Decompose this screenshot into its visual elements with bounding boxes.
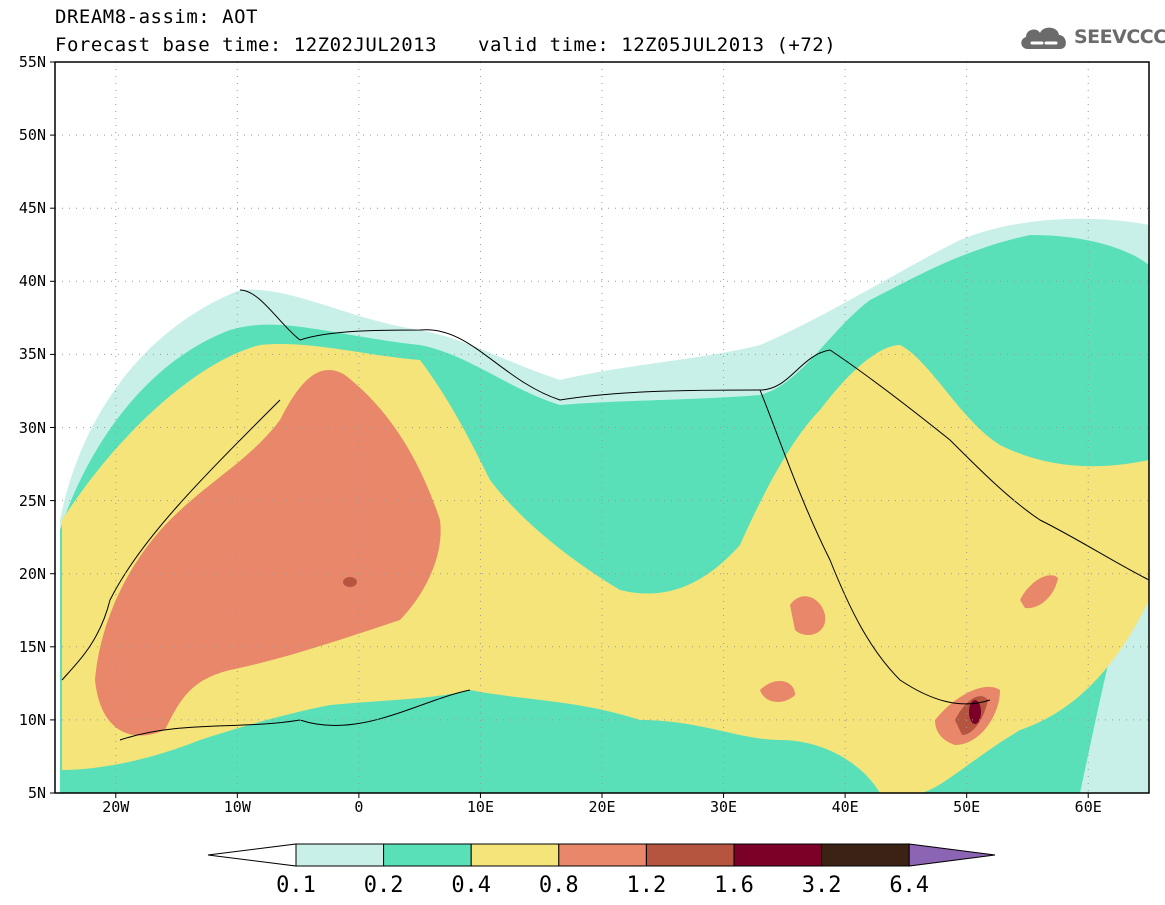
lat-tick-label: 20N xyxy=(18,564,46,583)
lat-tick-label: 30N xyxy=(18,418,46,437)
colorbar-swatch xyxy=(295,843,385,867)
colorbar-label: 0.2 xyxy=(363,873,404,898)
aot-band-0.8 xyxy=(95,370,441,736)
lon-tick-label: 0 xyxy=(354,798,364,816)
colorbar-swatch xyxy=(821,843,910,867)
colorbar-swatch xyxy=(383,843,472,867)
colorbar-label: 0.4 xyxy=(451,873,492,898)
colorbar-swatch xyxy=(733,843,823,867)
lat-tick-label: 15N xyxy=(18,637,46,656)
colorbar-max-arrow xyxy=(908,843,996,867)
colorbar-swatch xyxy=(470,843,560,867)
aot-band-0.8 xyxy=(760,680,795,702)
chart-title: DREAM8-assim: AOT xyxy=(55,6,258,28)
colorbar-min-arrow xyxy=(207,843,297,867)
lon-tick-label: 10W xyxy=(223,798,251,816)
lat-tick-label: 40N xyxy=(18,272,46,291)
logo-text: SEEVCCC xyxy=(1074,26,1165,48)
aot-band-0.8 xyxy=(790,596,826,635)
colorbar-label: 1.6 xyxy=(714,873,754,898)
colorbar-label: 3.2 xyxy=(801,873,842,898)
colorbar-swatch xyxy=(558,843,647,867)
lat-tick-label: 50N xyxy=(18,126,46,145)
lat-tick-label: 10N xyxy=(18,710,46,729)
lon-tick-label: 50E xyxy=(953,798,981,816)
valid-time: valid time: 12Z05JUL2013 (+72) xyxy=(478,34,837,56)
colorbar-swatch xyxy=(645,843,735,867)
colorbar-label: 6.4 xyxy=(889,873,930,898)
seevccc-logo: SEEVCCC xyxy=(1018,22,1165,52)
lon-tick-label: 20E xyxy=(588,798,616,816)
lon-tick-label: 40E xyxy=(831,798,859,816)
lon-tick-label: 10E xyxy=(466,798,494,816)
lon-tick-label: 20W xyxy=(102,798,130,816)
lon-tick-label: 30E xyxy=(710,798,738,816)
tick-marks xyxy=(50,61,1089,798)
colorbar-label: 0.1 xyxy=(276,873,316,898)
lat-tick-label: 35N xyxy=(18,345,46,364)
lat-tick-label: 55N xyxy=(18,53,46,71)
cloud-icon xyxy=(1021,27,1066,49)
lat-tick-label: 5N xyxy=(27,784,46,802)
lat-tick-label: 25N xyxy=(18,491,46,510)
aot-band-1.6 xyxy=(969,700,981,724)
colorbar-label: 0.8 xyxy=(538,873,579,898)
forecast-base-time: Forecast base time: 12Z02JUL2013 xyxy=(55,34,438,56)
lon-tick-label: 60E xyxy=(1074,798,1102,816)
aot-band-0.8 xyxy=(1020,575,1058,609)
lat-tick-label: 45N xyxy=(18,199,46,218)
colorbar-label: 1.2 xyxy=(626,873,667,898)
aot-band-1.2 xyxy=(343,577,357,587)
